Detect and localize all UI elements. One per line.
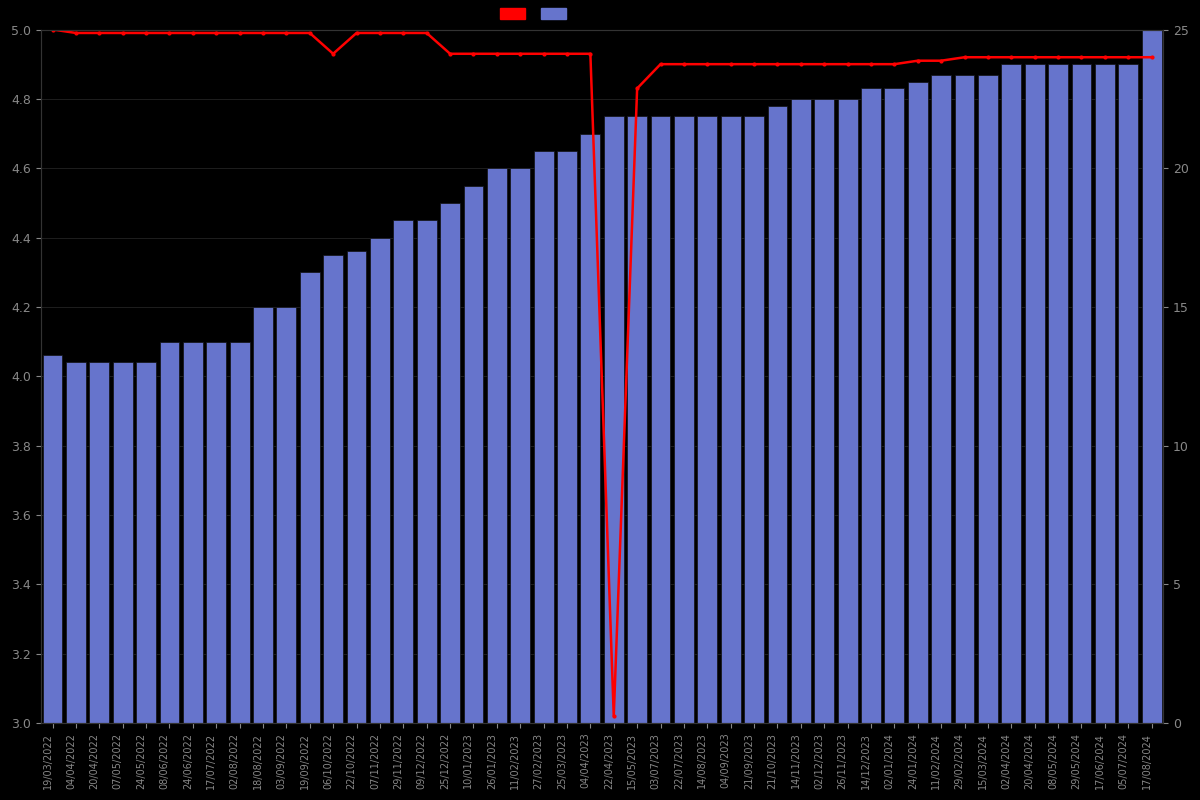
- Bar: [323, 255, 343, 723]
- Bar: [42, 355, 62, 723]
- Bar: [206, 342, 226, 723]
- Bar: [815, 99, 834, 723]
- Bar: [276, 307, 296, 723]
- Bar: [1072, 64, 1091, 723]
- Bar: [791, 99, 811, 723]
- Bar: [416, 220, 437, 723]
- Bar: [1094, 64, 1115, 723]
- Bar: [370, 238, 390, 723]
- Bar: [931, 74, 952, 723]
- Bar: [463, 186, 484, 723]
- Bar: [160, 342, 179, 723]
- Bar: [487, 168, 506, 723]
- Bar: [300, 272, 319, 723]
- Bar: [1025, 64, 1045, 723]
- Bar: [1118, 64, 1138, 723]
- Bar: [954, 74, 974, 723]
- Bar: [697, 116, 718, 723]
- Bar: [1001, 64, 1021, 723]
- Bar: [1141, 30, 1162, 723]
- Bar: [768, 106, 787, 723]
- Bar: [628, 116, 647, 723]
- Bar: [604, 116, 624, 723]
- Bar: [136, 362, 156, 723]
- Bar: [908, 82, 928, 723]
- Bar: [674, 116, 694, 723]
- Bar: [884, 89, 905, 723]
- Bar: [229, 342, 250, 723]
- Bar: [253, 307, 272, 723]
- Bar: [534, 151, 553, 723]
- Bar: [557, 151, 577, 723]
- Bar: [721, 116, 740, 723]
- Bar: [394, 220, 413, 723]
- Bar: [650, 116, 671, 723]
- Bar: [347, 251, 366, 723]
- Bar: [440, 203, 460, 723]
- Bar: [89, 362, 109, 723]
- Bar: [862, 89, 881, 723]
- Bar: [581, 134, 600, 723]
- Bar: [978, 74, 998, 723]
- Bar: [510, 168, 530, 723]
- Bar: [1048, 64, 1068, 723]
- Bar: [182, 342, 203, 723]
- Bar: [744, 116, 764, 723]
- Bar: [838, 99, 858, 723]
- Legend: , : ,: [499, 8, 570, 21]
- Bar: [113, 362, 133, 723]
- Bar: [66, 362, 86, 723]
